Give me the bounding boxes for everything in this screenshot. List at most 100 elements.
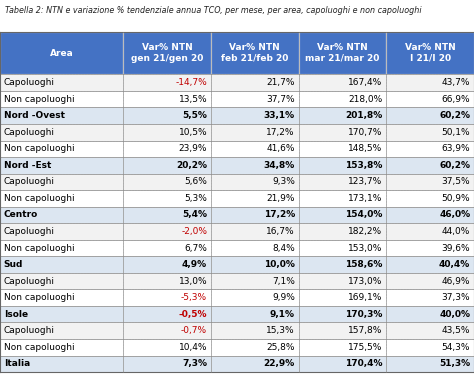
- Bar: [123, 306, 211, 322]
- Bar: [386, 256, 474, 273]
- Bar: [386, 306, 474, 322]
- Text: 157,8%: 157,8%: [348, 326, 383, 335]
- Bar: [123, 289, 211, 306]
- Bar: [299, 256, 386, 273]
- Text: Non capoluoghi: Non capoluoghi: [4, 95, 74, 104]
- Bar: [386, 223, 474, 240]
- Bar: [0, 306, 123, 322]
- Text: 39,6%: 39,6%: [442, 243, 470, 252]
- Bar: [299, 74, 386, 91]
- Bar: [123, 240, 211, 256]
- Text: 60,2%: 60,2%: [439, 111, 470, 120]
- Bar: [0, 174, 123, 190]
- Bar: [211, 273, 299, 289]
- Text: 153,8%: 153,8%: [345, 161, 383, 170]
- Text: 7,1%: 7,1%: [272, 277, 295, 286]
- Bar: [386, 174, 474, 190]
- Bar: [299, 190, 386, 207]
- Text: Tabella 2: NTN e variazione % tendenziale annua TCO, per mese, per area, capoluo: Tabella 2: NTN e variazione % tendenzial…: [5, 6, 421, 15]
- Bar: [386, 32, 474, 74]
- Bar: [0, 256, 123, 273]
- Text: 5,6%: 5,6%: [184, 177, 207, 186]
- Text: 123,7%: 123,7%: [348, 177, 383, 186]
- Text: 60,2%: 60,2%: [439, 161, 470, 170]
- Bar: [123, 356, 211, 372]
- Bar: [0, 32, 123, 74]
- Bar: [386, 141, 474, 157]
- Bar: [0, 190, 123, 207]
- Text: Var% NTN
gen 21/gen 20: Var% NTN gen 21/gen 20: [131, 43, 203, 63]
- Text: 37,7%: 37,7%: [266, 95, 295, 104]
- Bar: [0, 240, 123, 256]
- Text: Italia: Italia: [4, 359, 30, 368]
- Bar: [211, 240, 299, 256]
- Text: 34,8%: 34,8%: [264, 161, 295, 170]
- Bar: [123, 74, 211, 91]
- Bar: [0, 273, 123, 289]
- Text: 46,9%: 46,9%: [442, 277, 470, 286]
- Text: Nord -Ovest: Nord -Ovest: [4, 111, 65, 120]
- Text: 43,5%: 43,5%: [442, 326, 470, 335]
- Bar: [299, 240, 386, 256]
- Bar: [211, 32, 299, 74]
- Bar: [299, 32, 386, 74]
- Text: 201,8%: 201,8%: [345, 111, 383, 120]
- Bar: [211, 124, 299, 141]
- Text: -0,5%: -0,5%: [179, 310, 207, 319]
- Text: 20,2%: 20,2%: [176, 161, 207, 170]
- Text: 175,5%: 175,5%: [348, 343, 383, 352]
- Text: 169,1%: 169,1%: [348, 293, 383, 302]
- Text: Area: Area: [50, 49, 73, 58]
- Text: Capoluoghi: Capoluoghi: [4, 78, 55, 87]
- Text: -14,7%: -14,7%: [175, 78, 207, 87]
- Text: 66,9%: 66,9%: [442, 95, 470, 104]
- Bar: [0, 322, 123, 339]
- Text: Centro: Centro: [4, 211, 38, 220]
- Bar: [211, 356, 299, 372]
- Bar: [0, 289, 123, 306]
- Bar: [123, 190, 211, 207]
- Text: 33,1%: 33,1%: [264, 111, 295, 120]
- Text: 44,0%: 44,0%: [442, 227, 470, 236]
- Text: 5,5%: 5,5%: [182, 111, 207, 120]
- Text: 10,5%: 10,5%: [179, 128, 207, 137]
- Text: Capoluoghi: Capoluoghi: [4, 177, 55, 186]
- Bar: [299, 306, 386, 322]
- Text: 9,9%: 9,9%: [272, 293, 295, 302]
- Text: 23,9%: 23,9%: [179, 144, 207, 153]
- Text: 6,7%: 6,7%: [184, 243, 207, 252]
- Bar: [386, 157, 474, 174]
- Bar: [123, 339, 211, 356]
- Text: 46,0%: 46,0%: [439, 211, 470, 220]
- Bar: [211, 107, 299, 124]
- Text: 40,0%: 40,0%: [439, 310, 470, 319]
- Bar: [299, 157, 386, 174]
- Text: 21,7%: 21,7%: [266, 78, 295, 87]
- Text: 22,9%: 22,9%: [264, 359, 295, 368]
- Text: Var% NTN
feb 21/feb 20: Var% NTN feb 21/feb 20: [221, 43, 289, 63]
- Text: -5,3%: -5,3%: [181, 293, 207, 302]
- Text: Sud: Sud: [4, 260, 23, 269]
- Text: Capoluoghi: Capoluoghi: [4, 326, 55, 335]
- Bar: [123, 256, 211, 273]
- Text: 154,0%: 154,0%: [345, 211, 383, 220]
- Bar: [123, 174, 211, 190]
- Text: 37,5%: 37,5%: [442, 177, 470, 186]
- Bar: [0, 91, 123, 107]
- Bar: [211, 289, 299, 306]
- Text: 17,2%: 17,2%: [264, 211, 295, 220]
- Text: 50,1%: 50,1%: [442, 128, 470, 137]
- Bar: [211, 91, 299, 107]
- Bar: [299, 322, 386, 339]
- Text: 16,7%: 16,7%: [266, 227, 295, 236]
- Text: 13,5%: 13,5%: [179, 95, 207, 104]
- Bar: [386, 107, 474, 124]
- Text: 51,3%: 51,3%: [439, 359, 470, 368]
- Text: 13,0%: 13,0%: [179, 277, 207, 286]
- Bar: [299, 207, 386, 223]
- Bar: [0, 157, 123, 174]
- Bar: [123, 207, 211, 223]
- Text: 182,2%: 182,2%: [348, 227, 383, 236]
- Bar: [211, 190, 299, 207]
- Bar: [299, 356, 386, 372]
